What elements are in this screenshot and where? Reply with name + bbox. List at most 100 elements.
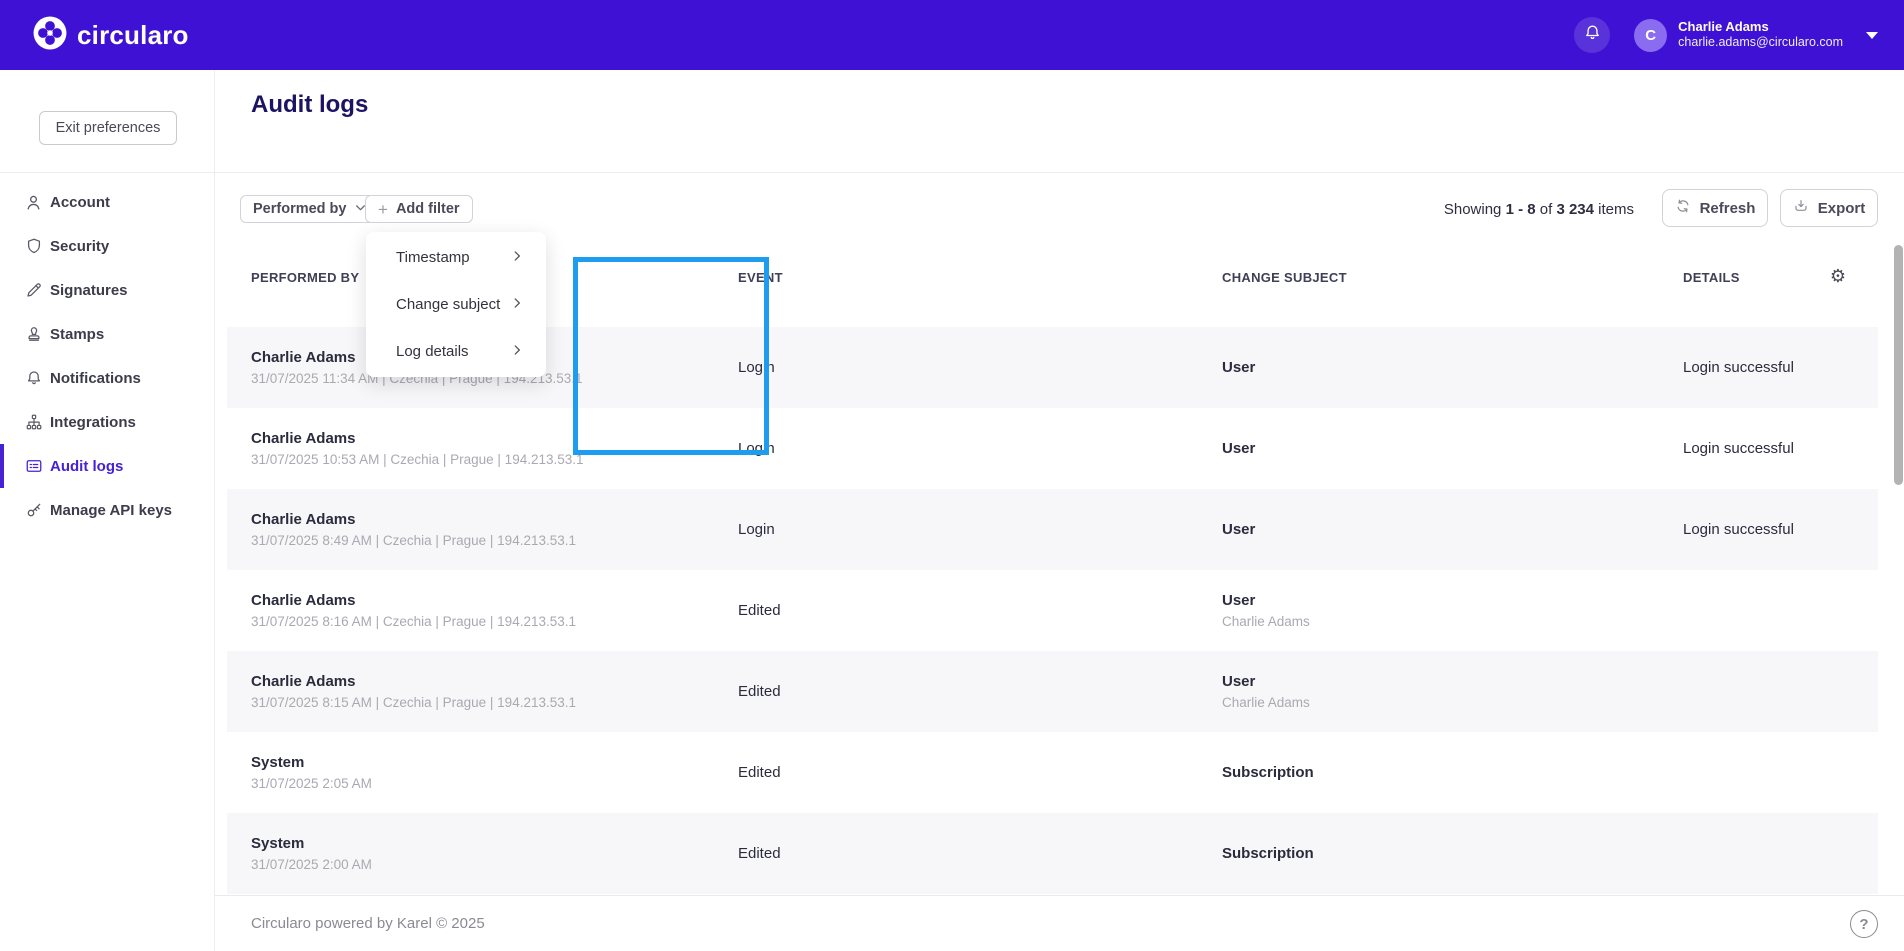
event-value: Edited [738,844,781,862]
table-row[interactable]: Charlie Adams 31/07/2025 8:49 AM | Czechi… [227,489,1878,570]
table-row[interactable]: Charlie Adams 31/07/2025 10:53 AM | Czech… [227,408,1878,489]
user-menu[interactable]: C Charlie Adams charlie.adams@circularo.… [1634,18,1878,52]
circularo-logo-icon [33,16,67,55]
filter-menu-item-timestamp[interactable]: Timestamp [366,234,546,281]
performer-meta: 31/07/2025 8:16 AM | Czechia | Prague | … [251,613,577,629]
event-value: Edited [738,763,781,781]
question-mark-icon: ? [1859,915,1869,933]
chevron-right-icon [510,296,524,314]
cell-change-subject: User [1222,489,1662,570]
subject-value: User [1222,672,1256,690]
cell-event: Edited [738,813,1198,894]
footer-text: Circularo powered by Karel © 2025 [251,915,485,932]
refresh-label: Refresh [1699,199,1756,217]
cell-details: Login successful [1683,327,1873,408]
performer-name: Charlie Adams [251,348,356,366]
cell-change-subject: Subscription [1222,813,1662,894]
subject-detail: Charlie Adams [1222,694,1310,710]
add-filter-dropdown: Timestamp Change subject Log details [366,232,546,377]
details-value: Login successful [1683,520,1794,538]
sidebar-item-signatures[interactable]: Signatures [0,268,215,312]
cell-change-subject: User Charlie Adams [1222,570,1662,651]
sidebar-item-audit-logs[interactable]: Audit logs [0,444,215,488]
add-filter-label: Add filter [395,201,460,217]
subject-value: Subscription [1222,763,1314,781]
filter-menu-item-label: Log details [396,343,469,360]
sidebar-item-label: Notifications [50,369,141,387]
event-value: Login [738,520,775,538]
details-value: Login successful [1683,439,1794,457]
table-row[interactable]: Charlie Adams 31/07/2025 8:16 AM | Czechi… [227,570,1878,651]
event-value: Login [738,358,775,376]
performer-meta: 31/07/2025 8:15 AM | Czechia | Prague | … [251,694,577,710]
performer-name: Charlie Adams [251,591,356,609]
vertical-scrollbar[interactable] [1894,245,1903,485]
table-row[interactable]: System 31/07/2025 2:00 AM Edited Subscripti… [227,813,1878,894]
audit-log-table: Charlie Adams 31/07/2025 11:34 AM | Czech… [227,327,1878,894]
cell-event: Edited [738,732,1198,813]
pen-icon [24,281,43,300]
cell-event: Edited [738,570,1198,651]
column-event: EVENT [738,270,783,285]
sidebar-item-stamps[interactable]: Stamps [0,312,215,356]
sidebar-item-label: Audit logs [50,457,124,475]
table-row[interactable]: Charlie Adams 31/07/2025 8:15 AM | Czechi… [227,651,1878,732]
cell-event: Login [738,327,1198,408]
cell-performed-by: Charlie Adams 31/07/2025 8:15 AM | Czechi… [251,651,721,732]
export-button[interactable]: Export [1780,189,1878,227]
table-settings-gear-icon[interactable]: ⚙ [1829,266,1846,287]
bell-icon [1583,23,1602,47]
cell-performed-by: Charlie Adams 31/07/2025 8:49 AM | Czechi… [251,489,721,570]
exit-preferences-button[interactable]: Exit preferences [39,111,177,145]
export-label: Export [1817,199,1866,217]
showing-range: 1 - 8 [1505,201,1536,218]
user-email: charlie.adams@circularo.com [1678,35,1843,50]
cell-change-subject: Subscription [1222,732,1662,813]
sidebar-item-integrations[interactable]: Integrations [0,400,215,444]
help-button[interactable]: ? [1850,910,1878,938]
key-icon [24,501,43,520]
cell-details [1683,813,1873,894]
download-icon [1793,198,1809,218]
performer-meta: 31/07/2025 8:49 AM | Czechia | Prague | … [251,532,577,548]
refresh-button[interactable]: Refresh [1662,189,1768,227]
sidebar-item-account[interactable]: Account [0,180,215,224]
cell-performed-by: System 31/07/2025 2:05 AM [251,732,721,813]
column-performed-by: PERFORMED BY [251,270,360,285]
cell-details: Login successful [1683,408,1873,489]
column-details: DETAILS [1683,270,1740,285]
sidebar-item-security[interactable]: Security [0,224,215,268]
cell-performed-by: Charlie Adams 31/07/2025 8:16 AM | Czechi… [251,570,721,651]
avatar: C [1634,18,1668,52]
subject-value: User [1222,439,1256,457]
sidebar-item-notifications[interactable]: Notifications [0,356,215,400]
subject-detail: Charlie Adams [1222,613,1310,629]
performer-name: System [251,834,305,852]
stamp-icon [24,325,43,344]
filter-menu-item-log-details[interactable]: Log details [366,328,546,375]
cell-event: Login [738,489,1198,570]
user-name: Charlie Adams [1678,19,1769,35]
cell-change-subject: User [1222,327,1662,408]
bell-icon [24,369,43,388]
cell-performed-by: Charlie Adams 31/07/2025 10:53 AM | Czech… [251,408,721,489]
subject-value: User [1222,358,1256,376]
notifications-button[interactable] [1574,17,1611,53]
filter-menu-item-label: Timestamp [396,249,470,266]
performed-by-filter-button[interactable]: Performed by [240,195,381,223]
brand-logo[interactable]: circularo [33,16,189,55]
performer-name: Charlie Adams [251,672,356,690]
filter-menu-item-change-subject[interactable]: Change subject [366,281,546,328]
shield-icon [24,237,43,256]
column-change-subject: CHANGE SUBJECT [1222,270,1347,285]
header-divider [215,172,1904,173]
user-icon [24,193,43,212]
chevron-down-icon [1866,31,1878,39]
page-title: Audit logs [251,91,369,118]
add-filter-button[interactable]: + Add filter [365,195,473,223]
table-row[interactable]: System 31/07/2025 2:05 AM Edited Subscripti… [227,732,1878,813]
sidebar-item-manage-api-keys[interactable]: Manage API keys [0,488,215,532]
performer-name: Charlie Adams [251,510,356,528]
showing-total: 3 234 [1556,201,1594,218]
sidebar-item-label: Stamps [50,325,105,343]
